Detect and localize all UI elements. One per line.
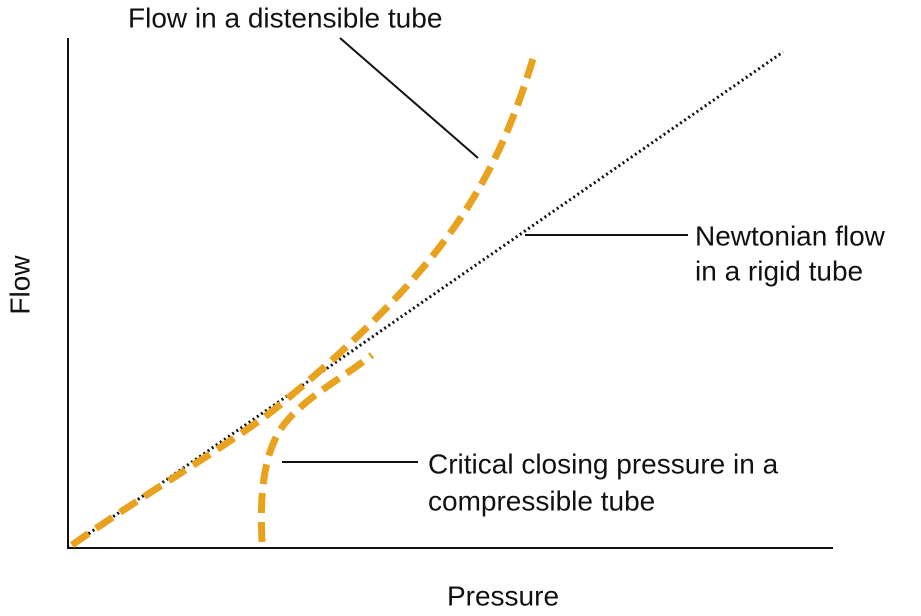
- annotation: Flow in a distensible tube: [128, 2, 442, 33]
- x-axis-label: Pressure: [447, 580, 559, 611]
- y-axis-label: Flow: [4, 255, 35, 315]
- distensible-curve: [69, 51, 539, 548]
- compressible-curve: [257, 352, 375, 543]
- annotation: compressible tube: [428, 485, 655, 516]
- annotation: Newtonian flow: [695, 220, 886, 251]
- newtonian-line: [67, 50, 784, 550]
- annotation: Critical closing pressure in a: [428, 448, 779, 479]
- annotation: in a rigid tube: [695, 255, 863, 286]
- leader-line: [339, 37, 479, 159]
